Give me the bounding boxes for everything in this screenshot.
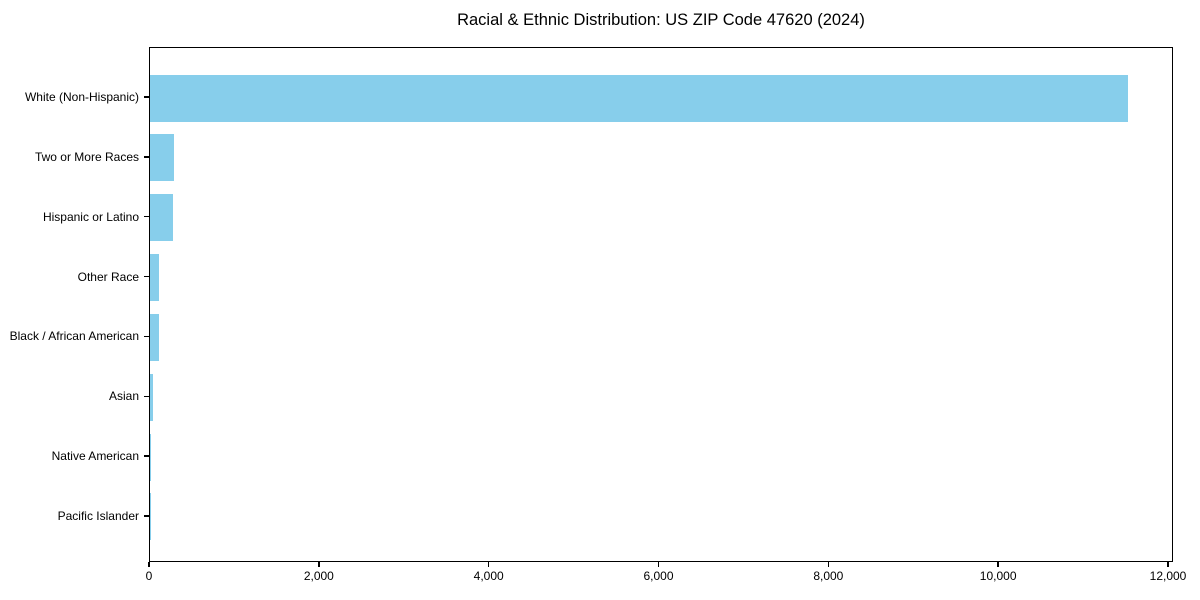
x-tick-0 bbox=[148, 562, 150, 567]
y-label-other-race: Other Race bbox=[77, 269, 139, 284]
bar-hispanic-or-latino bbox=[150, 194, 173, 242]
y-label-white-non-hispanic: White (Non-Hispanic) bbox=[24, 90, 139, 104]
x-tick-2000 bbox=[318, 562, 320, 567]
y-tick-white-non-hispanic bbox=[144, 96, 149, 98]
y-tick-hispanic-or-latino bbox=[144, 216, 149, 218]
y-tick-pacific-islander bbox=[144, 515, 149, 517]
y-tick-asian bbox=[144, 395, 149, 397]
y-tick-native-american bbox=[144, 455, 149, 457]
x-label-0: 0 bbox=[145, 569, 153, 583]
bar-asian bbox=[150, 373, 154, 421]
y-label-native-american: Native American bbox=[51, 449, 139, 464]
bar-other-race bbox=[150, 254, 160, 302]
y-label-two-or-more-races: Two or More Races bbox=[34, 149, 139, 164]
x-tick-10000 bbox=[997, 562, 999, 567]
x-tick-4000 bbox=[487, 562, 490, 567]
y-label-hispanic-or-latino: Hispanic or Latino bbox=[42, 209, 139, 224]
x-tick-6000 bbox=[657, 562, 660, 567]
y-label-asian: Asian bbox=[108, 389, 139, 404]
bar-two-or-more-races bbox=[150, 134, 174, 182]
x-label-6000: 6,000 bbox=[643, 569, 674, 583]
bar-black-african-american bbox=[150, 313, 159, 361]
y-tick-two-or-more-races bbox=[144, 156, 149, 158]
x-label-12000: 12,000 bbox=[1149, 569, 1187, 583]
bar-white-non-hispanic bbox=[150, 74, 1129, 122]
y-tick-other-race bbox=[144, 275, 149, 278]
plot-area bbox=[149, 47, 1173, 562]
chart-title: Racial & Ethnic Distribution: US ZIP Cod… bbox=[457, 11, 865, 29]
bar-native-american bbox=[150, 433, 152, 481]
y-label-black-african-american: Black / African American bbox=[9, 329, 139, 344]
x-tick-12000 bbox=[1167, 562, 1169, 567]
x-tick-8000 bbox=[827, 562, 830, 567]
x-label-10000: 10,000 bbox=[979, 569, 1017, 583]
x-label-2000: 2,000 bbox=[303, 569, 334, 583]
x-label-8000: 8,000 bbox=[813, 569, 844, 583]
x-label-4000: 4,000 bbox=[473, 569, 504, 583]
y-tick-black-african-american bbox=[144, 335, 149, 338]
y-label-pacific-islander: Pacific Islander bbox=[57, 508, 139, 523]
